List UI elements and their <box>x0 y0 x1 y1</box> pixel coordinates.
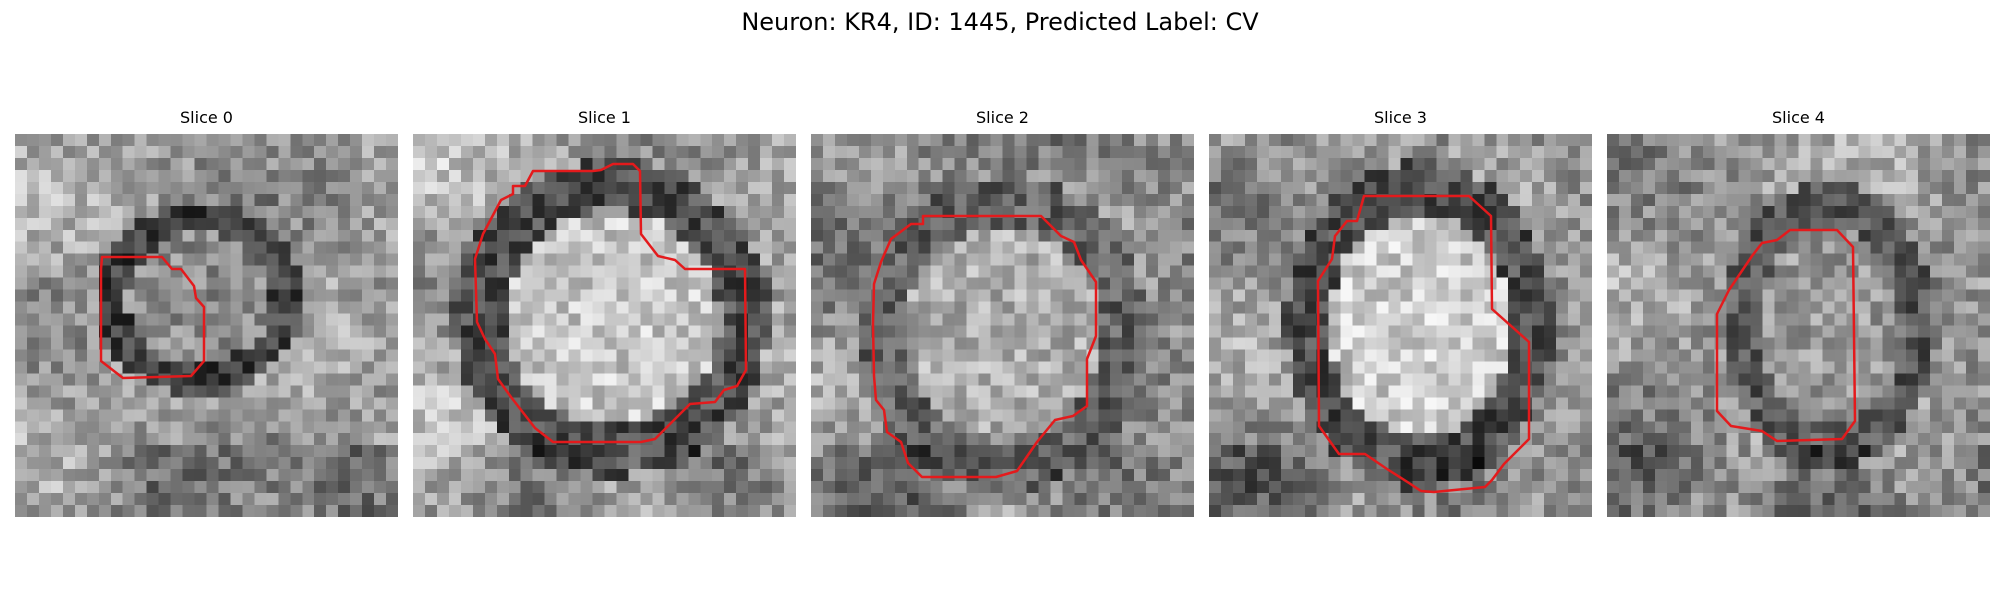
segmentation-overlay <box>99 255 206 380</box>
segmentation-overlay <box>1316 194 1531 494</box>
slice-panel-2: Slice 2 <box>811 108 1194 517</box>
slice-image-frame <box>1607 134 1990 517</box>
slice-panel-0: Slice 0 <box>15 108 398 517</box>
slice-title: Slice 1 <box>578 108 631 127</box>
slice-panel-3: Slice 3 <box>1209 108 1592 517</box>
segmentation-contour <box>1316 194 1531 494</box>
slice-title: Slice 4 <box>1772 108 1825 127</box>
segmentation-contour <box>1715 228 1857 443</box>
segmentation-overlay <box>473 162 748 444</box>
slice-title: Slice 2 <box>976 108 1029 127</box>
slice-image-frame <box>413 134 796 517</box>
segmentation-contour <box>473 162 748 444</box>
segmentation-overlay <box>871 214 1098 479</box>
grayscale-slice-image <box>413 134 796 517</box>
slice-panel-4: Slice 4 <box>1607 108 1990 517</box>
slice-title: Slice 3 <box>1374 108 1427 127</box>
figure-title: Neuron: KR4, ID: 1445, Predicted Label: … <box>741 8 1259 36</box>
segmentation-overlay <box>1715 228 1857 443</box>
segmentation-contour <box>99 255 206 380</box>
slice-image-frame <box>1209 134 1592 517</box>
slice-title: Slice 0 <box>180 108 233 127</box>
slice-image-frame <box>15 134 398 517</box>
segmentation-contour <box>871 214 1098 479</box>
slice-image-frame <box>811 134 1194 517</box>
grayscale-slice-image <box>15 134 398 517</box>
grayscale-slice-image <box>1209 134 1592 517</box>
grayscale-slice-image <box>1607 134 1990 517</box>
grayscale-slice-image <box>811 134 1194 517</box>
slice-panel-1: Slice 1 <box>413 108 796 517</box>
